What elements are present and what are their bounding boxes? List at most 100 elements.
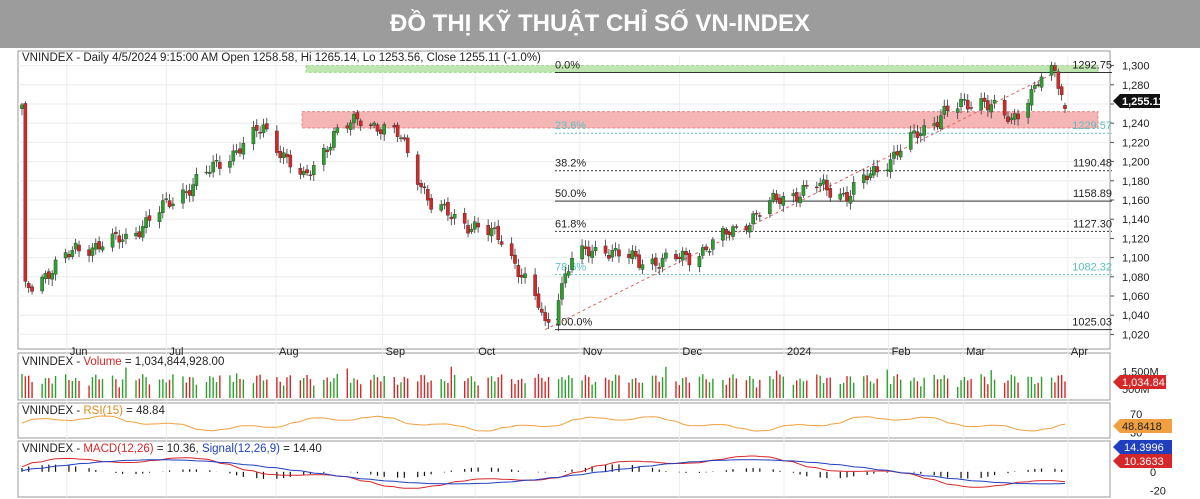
macd-lines — [21, 455, 1066, 489]
rsi-panel-title: VNINDEX - RSI(15) = 48.84 — [22, 405, 165, 417]
candle-body — [50, 273, 54, 280]
candle-body — [372, 122, 376, 126]
volume-panel-frame — [17, 352, 1111, 401]
candle-body — [969, 107, 973, 109]
candle-body — [1009, 117, 1014, 121]
candle-body — [1006, 116, 1010, 123]
candle-body — [697, 256, 702, 268]
fib-level-pct: 38.2% — [555, 158, 586, 170]
macd-y-tick-label: -20 — [1150, 485, 1166, 497]
candle-body — [607, 254, 611, 259]
candle-body — [439, 204, 444, 211]
volume-panel-title: VNINDEX - Volume = 1,034,844,928.00 — [22, 356, 224, 368]
candle-body — [301, 171, 306, 176]
candle-body — [399, 137, 403, 139]
price-zones — [301, 65, 1099, 129]
candle-body — [40, 276, 44, 292]
fib-level-value: 1229.57 — [1072, 120, 1112, 132]
candle-body — [214, 160, 219, 162]
candle-body — [590, 250, 594, 258]
candle-body — [1036, 84, 1040, 86]
candle-body — [660, 257, 665, 268]
candle-body — [774, 193, 779, 200]
candle-body — [496, 225, 501, 240]
candle-body — [721, 227, 725, 241]
candle-body — [328, 146, 333, 151]
candle-body — [768, 200, 772, 215]
candle-body — [942, 105, 947, 115]
candle-body — [959, 98, 963, 108]
candle-body — [617, 249, 621, 257]
candle-body — [965, 99, 970, 110]
candle-body — [368, 124, 373, 126]
candle-body — [261, 124, 266, 134]
fib-level-pct: 50.0% — [555, 188, 586, 200]
candle-body — [281, 152, 286, 158]
candle-body — [422, 186, 427, 188]
candle-body — [70, 250, 75, 257]
candle-body — [603, 245, 608, 254]
candle-body — [100, 246, 105, 251]
x-tick-label: Mar — [966, 346, 985, 358]
candle-body — [861, 174, 866, 183]
price-y-tick-label: 1,140 — [1122, 214, 1150, 226]
candle-body — [1026, 103, 1030, 118]
candle-body — [419, 183, 423, 188]
candle-body — [566, 271, 571, 276]
candle-body — [446, 201, 450, 216]
candle-body — [989, 104, 994, 113]
candle-body — [751, 213, 755, 225]
candle-body — [912, 130, 916, 134]
price-y-tick-label: 1,080 — [1122, 272, 1150, 284]
candle-body — [1053, 65, 1057, 71]
volume-label-prefix: VNINDEX - — [22, 356, 83, 368]
candle-body — [375, 124, 380, 132]
fib-trend-line — [544, 72, 1056, 331]
candle-body — [332, 131, 336, 148]
candle-body — [251, 126, 256, 145]
macd-path — [21, 455, 1066, 489]
candle-body — [1033, 85, 1037, 89]
candle-body — [164, 198, 169, 200]
candle-body — [895, 151, 900, 156]
candle-body — [335, 127, 340, 133]
candle-body — [1059, 86, 1064, 96]
candle-body — [97, 241, 101, 250]
rsi-y-tick-label: 70 — [1130, 409, 1142, 421]
candle-body — [275, 130, 279, 153]
fib-level-value: 1127.30 — [1073, 218, 1112, 230]
candle-body — [241, 142, 246, 155]
candle-body — [707, 251, 712, 253]
candle-body — [523, 273, 527, 278]
candle-body — [124, 233, 128, 240]
candle-body — [147, 215, 152, 221]
candle-body — [352, 113, 356, 124]
candle-body — [798, 196, 802, 204]
candle-body — [519, 274, 524, 278]
signal-last-tag: 14.3996 — [1113, 440, 1172, 454]
x-tick-label: 2024 — [787, 346, 811, 358]
volume-last-value: 1,034.84 — [1122, 377, 1165, 389]
candle-body — [955, 108, 960, 113]
candle-body — [875, 166, 879, 173]
candle-body — [1012, 113, 1017, 120]
candle-body — [285, 153, 289, 158]
candle-body — [540, 308, 544, 313]
candle-body — [1063, 105, 1067, 109]
candle-body — [986, 100, 990, 111]
candle-body — [379, 129, 383, 134]
macd-last-tag: 10.3633 — [1113, 454, 1172, 468]
candle-body — [415, 154, 420, 185]
candle-body — [593, 246, 598, 252]
candle-body — [627, 253, 631, 259]
candle-body — [120, 239, 125, 242]
candle-body — [476, 222, 480, 228]
fib-level-value: 1292.75 — [1072, 60, 1112, 72]
page-title: ĐỒ THỊ KỸ THUẬT CHỈ SỐ VN-INDEX — [389, 10, 810, 37]
candle-body — [922, 125, 926, 136]
candle-body — [265, 123, 269, 130]
rsi-panel-frame — [17, 402, 1111, 439]
candle-body — [684, 251, 688, 256]
signal-path — [21, 459, 1066, 485]
candle-body — [865, 175, 869, 180]
